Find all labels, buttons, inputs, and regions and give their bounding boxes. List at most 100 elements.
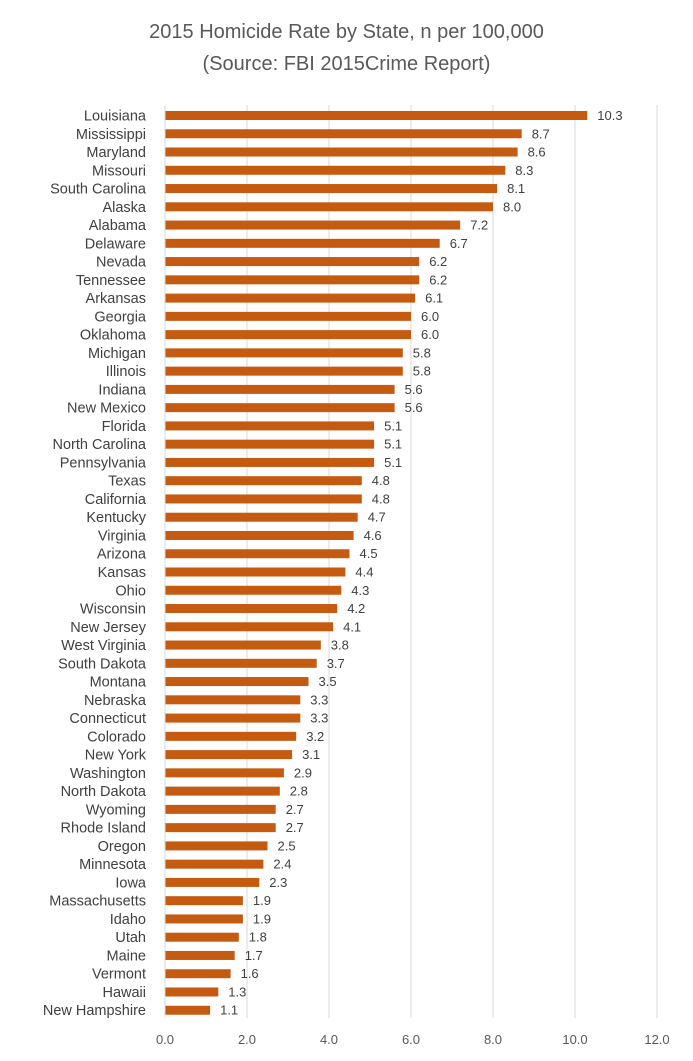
category-label: Wisconsin (80, 602, 146, 618)
bar (165, 238, 440, 248)
data-label: 5.1 (384, 418, 402, 433)
data-label: 5.8 (413, 345, 431, 360)
bar (165, 1005, 211, 1015)
data-label: 1.3 (228, 984, 246, 999)
category-label: West Virginia (61, 638, 147, 654)
category-label: Kentucky (86, 510, 146, 526)
data-label: 5.8 (413, 364, 431, 379)
category-label: Pennsylvania (60, 455, 147, 471)
data-label: 6.2 (429, 272, 447, 287)
data-label: 2.7 (286, 802, 304, 817)
category-label: California (85, 492, 147, 508)
x-tick-labels: 0.0 2.0 4.0 6.0 8.0 10.0 12.0 (156, 1032, 670, 1047)
category-label: Florida (102, 419, 147, 435)
category-label: Colorado (87, 729, 146, 745)
bar (165, 768, 284, 778)
category-label: South Carolina (50, 182, 147, 198)
category-label: Arizona (97, 547, 147, 563)
data-label: 8.6 (528, 145, 546, 160)
category-label: Georgia (94, 309, 147, 325)
data-label: 3.1 (302, 747, 320, 762)
data-label: 4.5 (360, 546, 378, 561)
data-label: 10.3 (597, 108, 622, 123)
data-label: 2.8 (290, 784, 308, 799)
category-label: Maine (107, 948, 147, 964)
bar (165, 220, 461, 230)
category-label: Washington (70, 766, 146, 782)
x-tick-label: 4.0 (320, 1032, 338, 1047)
category-label: Maryland (86, 145, 146, 161)
category-label: Tennessee (76, 273, 146, 289)
data-label: 1.9 (253, 893, 271, 908)
category-label: Minnesota (79, 857, 147, 873)
category-label: North Dakota (61, 784, 147, 800)
bar (165, 896, 243, 906)
bar (165, 640, 321, 650)
data-label: 2.4 (273, 857, 291, 872)
data-label: 1.1 (220, 1003, 238, 1018)
data-label: 4.8 (372, 473, 390, 488)
data-label: 8.3 (515, 163, 533, 178)
category-label: Kansas (98, 565, 146, 581)
category-label: Ohio (115, 583, 146, 599)
bar (165, 184, 498, 194)
bar (165, 786, 280, 796)
bar (165, 275, 420, 285)
data-label: 6.0 (421, 309, 439, 324)
data-label: 2.7 (286, 820, 304, 835)
data-label: 6.2 (429, 254, 447, 269)
bar (165, 293, 416, 303)
bar (165, 384, 395, 394)
bar (165, 731, 297, 741)
category-label: Nebraska (84, 693, 147, 709)
x-tick-label: 8.0 (484, 1032, 502, 1047)
bar (165, 311, 411, 321)
data-label: 4.3 (351, 583, 369, 598)
data-label: 6.1 (425, 291, 443, 306)
bar (165, 604, 338, 614)
bar (165, 841, 268, 851)
category-label: Oregon (98, 839, 146, 855)
category-label: Michigan (88, 346, 146, 362)
bar (165, 439, 375, 449)
data-label: 3.5 (319, 674, 337, 689)
category-label: Oklahoma (80, 328, 147, 344)
category-label: New Hampshire (43, 1003, 146, 1019)
data-label: 8.1 (507, 181, 525, 196)
bar (165, 403, 395, 413)
category-label: Nevada (96, 255, 147, 271)
bar (165, 750, 293, 760)
bar (165, 695, 301, 705)
data-label: 1.7 (245, 948, 263, 963)
bar (165, 914, 243, 924)
data-label: 7.2 (470, 218, 488, 233)
category-label: New Jersey (70, 620, 146, 636)
bar (165, 804, 276, 814)
data-label: 4.4 (355, 565, 373, 580)
data-label: 3.7 (327, 656, 345, 671)
bar (165, 859, 264, 869)
bar (165, 494, 362, 504)
category-label: Arkansas (86, 291, 146, 307)
bar (165, 987, 219, 997)
bar (165, 457, 375, 467)
data-label: 4.6 (364, 528, 382, 543)
bar (165, 165, 506, 175)
bar (165, 476, 362, 486)
bar (165, 257, 420, 267)
category-labels: Louisiana Mississippi Maryland Missouri Sout… (43, 109, 147, 1020)
value-labels: 10.38.78.68.38.18.07.26.76.26.26.16.06.0… (220, 108, 623, 1018)
data-label: 1.8 (249, 930, 267, 945)
bar (165, 366, 403, 376)
data-label: 8.0 (503, 199, 521, 214)
bar (165, 877, 260, 887)
category-label: Hawaii (102, 985, 146, 1001)
category-label: Alabama (89, 218, 147, 234)
data-label: 2.9 (294, 765, 312, 780)
x-tick-label: 0.0 (156, 1032, 174, 1047)
category-label: Idaho (110, 912, 146, 928)
category-label: Connecticut (69, 711, 146, 727)
bar (165, 147, 518, 157)
